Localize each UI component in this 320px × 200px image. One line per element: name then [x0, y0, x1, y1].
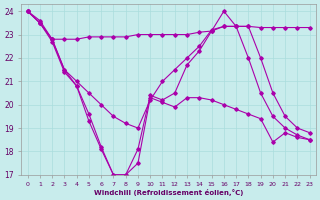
X-axis label: Windchill (Refroidissement éolien,°C): Windchill (Refroidissement éolien,°C) — [94, 189, 243, 196]
